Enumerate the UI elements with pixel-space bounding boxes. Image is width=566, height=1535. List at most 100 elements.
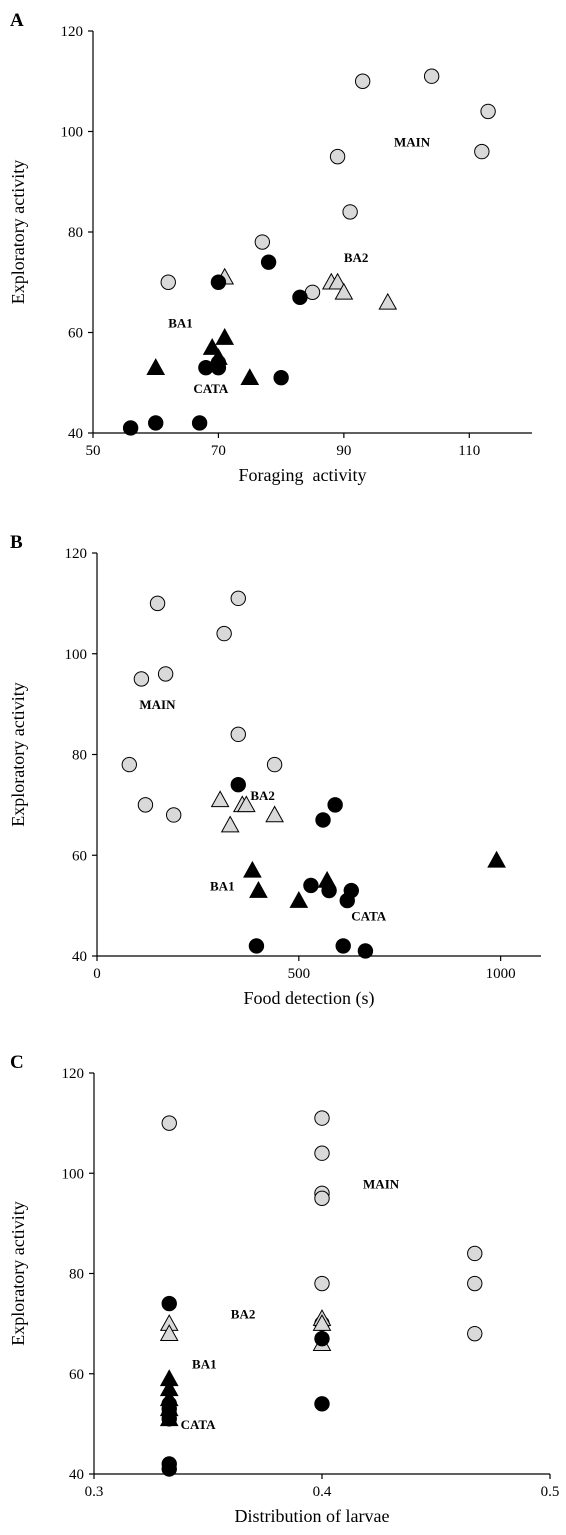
- data-point-main: [342, 204, 358, 220]
- series-ba2: [159, 1309, 332, 1351]
- y-axis-title: Exploratory activity: [8, 682, 28, 826]
- data-point-cata: [191, 415, 208, 431]
- data-point-cata: [321, 882, 337, 899]
- data-point-cata: [248, 938, 265, 954]
- data-point-main: [160, 274, 176, 290]
- panel-letter: C: [10, 1052, 24, 1073]
- data-point-ba2: [334, 282, 354, 300]
- data-point-main: [230, 726, 246, 743]
- series-ba1: [146, 327, 260, 386]
- data-point-ba2: [159, 1324, 179, 1341]
- series-cata: [161, 1295, 330, 1477]
- y-tick-label: 60: [68, 326, 83, 342]
- data-point-cata: [339, 892, 355, 909]
- panel-a: A 40 60 80 100 120 50 70 90 110 Foraging activity E…: [8, 10, 532, 485]
- data-point-ba1: [215, 327, 235, 345]
- y-tick-label: 40: [69, 1467, 84, 1483]
- data-point-main: [467, 1245, 483, 1262]
- y-tick-label: 60: [72, 848, 87, 864]
- group-label-ba1: BA1: [192, 1357, 217, 1372]
- data-point-main: [165, 807, 182, 823]
- data-point-ba1: [249, 880, 268, 898]
- series-ba1: [243, 850, 506, 908]
- y-tick-label: 80: [69, 1267, 84, 1283]
- data-point-main: [354, 73, 371, 89]
- data-point-cata: [314, 1330, 330, 1347]
- data-point-cata: [303, 877, 319, 894]
- y-tick-label: 80: [72, 748, 87, 764]
- x-tick-label: 0.4: [313, 1484, 332, 1500]
- data-point-cata: [122, 420, 139, 436]
- data-point-main: [314, 1145, 330, 1161]
- group-label-cata: CATA: [351, 909, 387, 924]
- data-point-ba2: [210, 790, 230, 808]
- data-point-main: [266, 756, 283, 773]
- series-ba2: [210, 790, 284, 833]
- group-label-ba2: BA2: [231, 1307, 256, 1322]
- x-axis-title: Foraging activity: [239, 465, 367, 485]
- data-point-main: [137, 797, 154, 813]
- data-point-main: [314, 1275, 330, 1292]
- data-point-main: [474, 143, 490, 160]
- data-point-ba1: [146, 358, 166, 375]
- series-main: [160, 68, 496, 300]
- data-point-main: [157, 666, 174, 682]
- y-tick-label: 80: [68, 225, 83, 241]
- data-point-cata: [314, 1396, 330, 1412]
- data-point-cata: [210, 274, 227, 290]
- data-point-ba2: [378, 292, 398, 310]
- data-point-ba2: [312, 1314, 332, 1331]
- data-point-cata: [161, 1295, 177, 1312]
- x-tick-label: 0: [93, 966, 101, 982]
- group-label-ba2: BA2: [344, 250, 369, 265]
- data-point-ba1: [487, 850, 506, 868]
- group-label-main: MAIN: [139, 697, 176, 712]
- panel-letter: B: [10, 532, 23, 553]
- x-tick-label: 70: [211, 443, 226, 459]
- group-label-ba1: BA1: [168, 315, 193, 330]
- data-point-main: [254, 234, 271, 250]
- data-point-main: [121, 756, 137, 773]
- panel-letter: A: [10, 10, 24, 31]
- x-tick-label: 50: [86, 443, 101, 459]
- group-label-main: MAIN: [363, 1176, 400, 1191]
- y-tick-label: 120: [62, 1066, 85, 1082]
- series-main: [161, 1110, 483, 1342]
- data-point-cata: [273, 370, 289, 386]
- panel-c: C 40 60 80 100 120 0.3 0.4 0.5 Distribution of la…: [8, 1052, 559, 1526]
- series-cata: [122, 254, 308, 436]
- group-label-ba1: BA1: [210, 879, 235, 894]
- data-point-cata: [210, 359, 227, 376]
- group-label-cata: CATA: [181, 1417, 217, 1432]
- x-tick-label: 0.5: [541, 1484, 560, 1500]
- data-point-main: [329, 148, 346, 165]
- data-point-main: [216, 625, 232, 642]
- data-point-ba1: [243, 860, 262, 878]
- data-point-main: [467, 1275, 483, 1292]
- panel-b: B 40 60 80 100 120 0 500 1000 Food detection (s) E…: [8, 532, 541, 1009]
- y-tick-label: 100: [61, 125, 84, 141]
- group-label-ba2: BA2: [250, 788, 275, 803]
- group-label-main: MAIN: [394, 135, 431, 150]
- y-tick-label: 60: [69, 1367, 84, 1383]
- data-point-ba1: [289, 891, 309, 908]
- y-tick-label: 120: [61, 24, 84, 40]
- data-point-ba1: [202, 338, 222, 355]
- x-tick-label: 500: [288, 966, 311, 982]
- data-point-cata: [357, 943, 374, 959]
- y-tick-label: 120: [65, 546, 88, 562]
- x-axis-title: Food detection (s): [244, 988, 375, 1009]
- series-main: [121, 590, 283, 823]
- y-axis-title: Exploratory activity: [8, 160, 28, 304]
- x-axis-title: Distribution of larvae: [235, 1506, 390, 1526]
- y-tick-label: 40: [68, 426, 83, 442]
- data-point-main: [314, 1190, 330, 1207]
- group-label-cata: CATA: [193, 381, 229, 396]
- data-point-cata: [148, 415, 164, 431]
- x-tick-label: 0.3: [85, 1484, 104, 1500]
- data-point-cata: [335, 938, 351, 954]
- data-point-cata: [230, 777, 246, 793]
- series-ba2: [215, 267, 398, 310]
- data-point-main: [480, 103, 496, 120]
